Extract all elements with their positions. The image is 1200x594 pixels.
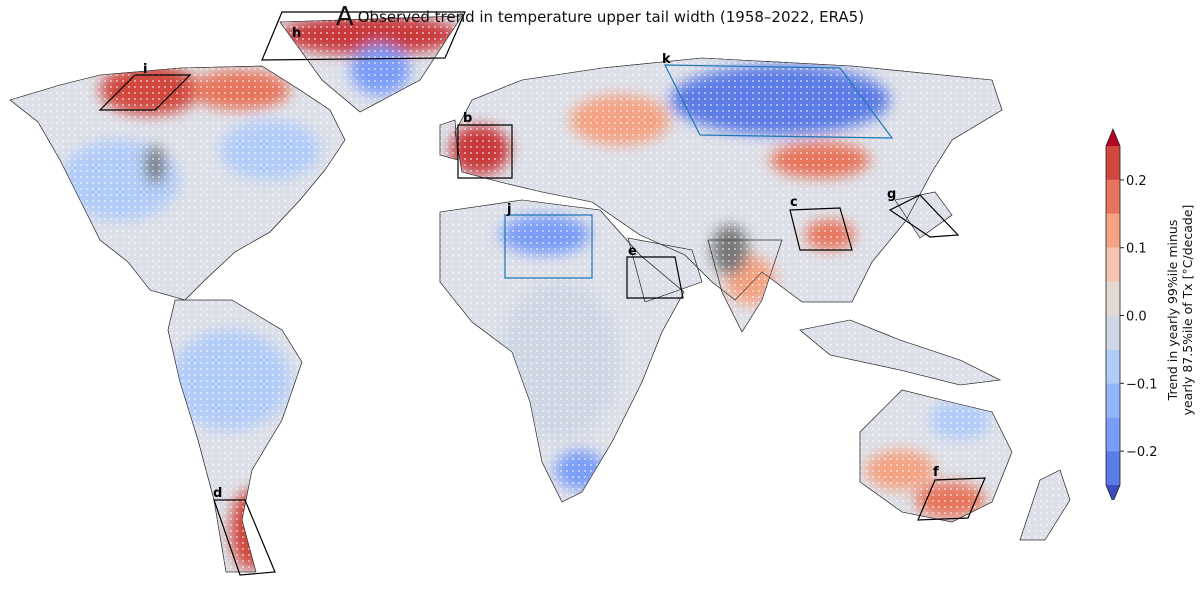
- colorbar-tick-label: 0.1: [1126, 242, 1147, 257]
- colorbar-label-line2: yearly 87.5%ile of Tx [°C/decade]: [1180, 204, 1195, 416]
- region-label-e: e: [628, 244, 637, 259]
- panel-letter: A: [335, 2, 354, 32]
- region-box-f: [917, 477, 986, 521]
- colorbar-label-line1: Trend in yearly 99%ile minus: [1165, 219, 1180, 401]
- region-label-h: h: [292, 26, 301, 41]
- colorbar-bin: [1106, 417, 1120, 452]
- colorbar-under-extension: [1106, 485, 1120, 500]
- region-box-d: [213, 499, 276, 576]
- region-box-g: [888, 194, 960, 238]
- colorbar-tick-label: 0.2: [1126, 174, 1147, 189]
- colorbar-tick-label: −0.1: [1126, 377, 1158, 392]
- region-boxes: h i b k j e c g d f: [98, 11, 986, 576]
- colorbar-bin: [1106, 349, 1120, 384]
- region-label-d: d: [213, 486, 222, 501]
- stippling: [10, 16, 1070, 572]
- region-box-e: [626, 256, 684, 299]
- colorbar-label: Trend in yearly 99%ile minus yearly 87.5%…: [1165, 130, 1195, 490]
- region-label-k: k: [662, 52, 671, 67]
- region-box-c: [789, 207, 853, 251]
- colorbar-bin: [1106, 383, 1120, 418]
- region-label-i: i: [143, 62, 147, 77]
- colorbar-bin: [1106, 281, 1120, 316]
- region-box-h: [261, 11, 466, 61]
- region-box-j: [504, 214, 593, 279]
- region-label-c: c: [790, 195, 798, 210]
- colorbar-over-extension: [1106, 129, 1120, 146]
- colorbar-bin: [1106, 146, 1120, 180]
- colorbar-bin: [1106, 247, 1120, 282]
- figure-title: A Observed trend in temperature upper tai…: [0, 2, 1200, 32]
- colorbar-tick-label: 0.0: [1126, 310, 1147, 325]
- colorbar-bin: [1106, 451, 1120, 485]
- colorbar: 0.2 0.1 0.0 −0.1 −0.2: [1105, 127, 1158, 500]
- colorbar-bin: [1106, 213, 1120, 248]
- region-label-b: b: [463, 111, 472, 126]
- colorbar-bin: [1106, 315, 1120, 350]
- title-text: Observed trend in temperature upper tail…: [357, 8, 865, 26]
- region-label-f: f: [933, 465, 939, 480]
- region-label-g: g: [887, 187, 896, 202]
- region-label-j: j: [506, 202, 511, 217]
- region-box-i: [98, 74, 192, 111]
- region-box-b: [457, 124, 513, 179]
- colorbar-bin: [1106, 179, 1120, 214]
- colorbar-tick-label: −0.2: [1126, 445, 1158, 460]
- region-box-k: [664, 64, 894, 139]
